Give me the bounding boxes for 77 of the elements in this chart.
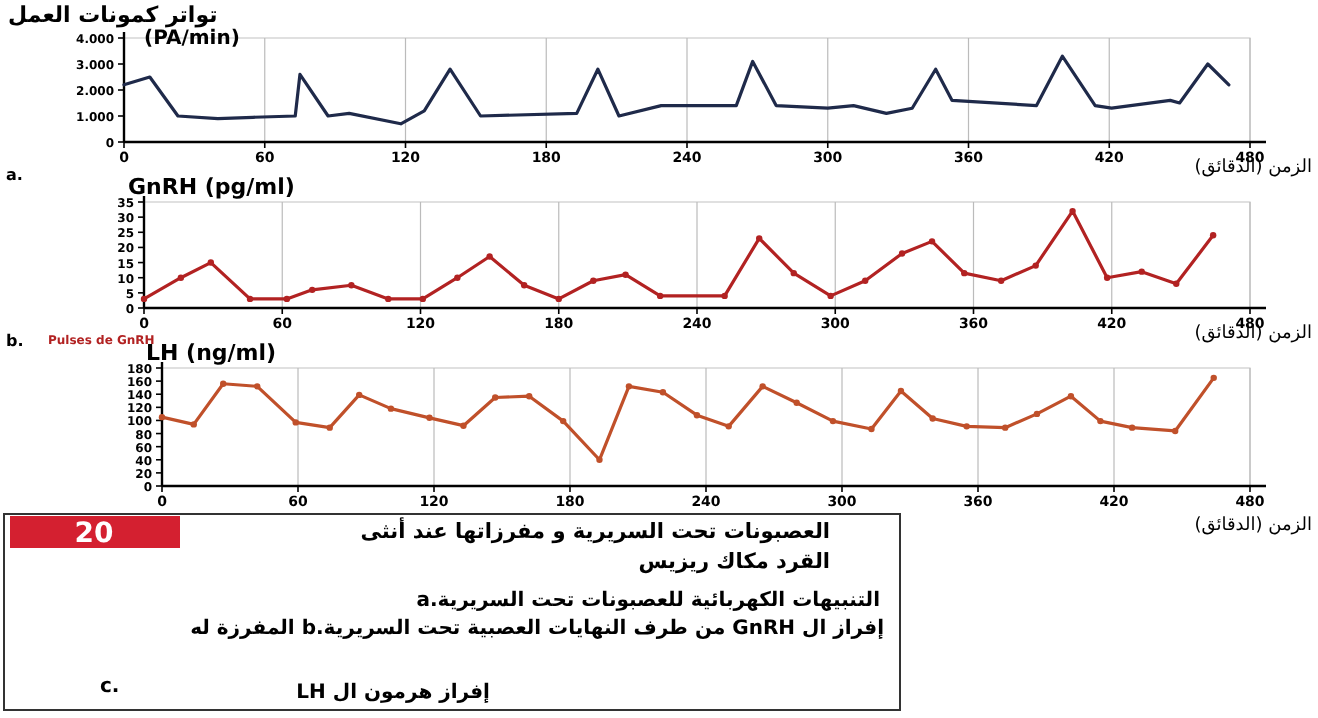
point xyxy=(656,292,664,300)
point xyxy=(1002,424,1009,431)
point xyxy=(829,417,837,425)
point xyxy=(928,238,936,245)
text: التنبيهات الكهربائية للعصبونات تحت السريرية.a xyxy=(416,590,880,612)
point xyxy=(190,421,197,428)
point xyxy=(929,415,936,422)
point xyxy=(625,383,633,390)
text: b. xyxy=(6,332,24,350)
point xyxy=(1210,374,1217,382)
point xyxy=(898,250,906,257)
point xyxy=(1067,392,1075,400)
point xyxy=(961,269,968,277)
point xyxy=(868,425,875,433)
point xyxy=(419,295,426,303)
point xyxy=(1097,417,1104,425)
point xyxy=(1173,280,1180,287)
point xyxy=(492,394,499,401)
point xyxy=(220,380,227,387)
point xyxy=(326,424,333,431)
point xyxy=(158,413,166,421)
point xyxy=(659,389,667,396)
point xyxy=(622,271,629,278)
point xyxy=(387,405,395,412)
point xyxy=(348,282,355,289)
point xyxy=(793,399,800,406)
chart-title: تواتر كمونات العمل xyxy=(8,2,218,28)
point xyxy=(486,253,493,260)
chart-title: GnRH (pg/ml) xyxy=(128,174,295,200)
point xyxy=(693,412,701,419)
point xyxy=(283,295,291,303)
point xyxy=(254,383,261,390)
point xyxy=(555,295,562,303)
point xyxy=(1209,232,1217,239)
point xyxy=(560,417,567,425)
point xyxy=(1138,268,1145,275)
point xyxy=(1033,410,1041,418)
point xyxy=(426,414,433,422)
point xyxy=(385,295,392,303)
line-series xyxy=(122,54,1231,126)
x-axis-title: الزمن (الدقائق) xyxy=(1194,158,1312,178)
point xyxy=(140,295,148,303)
point xyxy=(725,423,732,430)
point xyxy=(1172,427,1179,435)
point xyxy=(520,282,528,289)
point xyxy=(963,423,970,430)
line-series xyxy=(140,207,1217,303)
point xyxy=(790,269,797,277)
point xyxy=(862,277,869,284)
text: العصبونات تحت السريرية و مفرزاتها عند أنثى القرد مكاك ريزيس xyxy=(358,515,830,578)
point xyxy=(526,392,533,400)
y-axis-title: (PA/min) xyxy=(144,28,240,50)
point xyxy=(997,277,1005,284)
text: إفراز ال GnRH من طرف النهايات العصبية تحت السريرية.b المفرزة له xyxy=(188,618,884,642)
x-axis-title: الزمن (الدقائق) xyxy=(1194,324,1312,344)
text: a. xyxy=(6,166,23,184)
point xyxy=(309,286,316,294)
point xyxy=(756,235,763,242)
point xyxy=(596,456,603,463)
point xyxy=(246,295,254,303)
point xyxy=(292,419,299,426)
point xyxy=(454,274,461,281)
point xyxy=(721,292,728,300)
point xyxy=(1103,274,1111,281)
point xyxy=(759,383,766,390)
point xyxy=(1128,424,1136,431)
point xyxy=(897,387,905,395)
text: c. xyxy=(100,676,120,698)
point xyxy=(460,422,467,429)
point xyxy=(356,391,363,399)
x-axis-title: الزمن (الدقائق) xyxy=(1194,516,1312,536)
point xyxy=(207,259,215,266)
text: إفراز هرمون ال LH xyxy=(296,682,490,704)
point xyxy=(1032,262,1039,269)
point xyxy=(177,274,185,281)
point xyxy=(827,292,834,300)
point xyxy=(590,277,597,284)
